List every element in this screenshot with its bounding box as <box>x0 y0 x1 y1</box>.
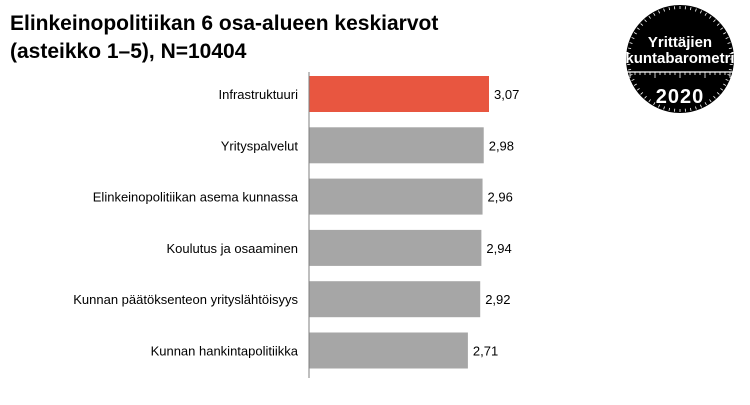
logo-ring-tick <box>728 69 732 71</box>
logo-ring-tick <box>723 32 727 35</box>
logo-badge-icon <box>626 5 734 113</box>
category-label-0: Infrastruktuuri <box>219 87 299 102</box>
logo-ring-tick <box>640 92 644 95</box>
value-label-0: 3,07 <box>494 87 519 102</box>
logo-ring-tick <box>636 27 640 30</box>
logo-ring-tick <box>716 23 720 26</box>
logo-ring-tick <box>631 37 635 40</box>
bar-1 <box>309 127 484 164</box>
chart-title-line-1: Elinkeinopolitiikan 6 osa-alueen keskiar… <box>10 12 439 35</box>
logo-ring-tick <box>644 19 647 23</box>
bar-4 <box>309 281 481 318</box>
logo-year: 2020 <box>655 86 705 108</box>
logo-ring-tick <box>658 10 661 14</box>
logo-circle <box>626 5 734 113</box>
logo-ring-tick <box>709 15 712 19</box>
logo-ring-tick <box>648 15 651 19</box>
logo-ring-tick <box>690 7 692 11</box>
value-label-5: 2,71 <box>473 344 498 359</box>
logo-ring-ticks <box>627 6 733 112</box>
logo-ring-tick <box>725 78 729 81</box>
category-label-1: Yrityspalvelut <box>221 138 299 153</box>
logo-ring-tick <box>720 88 724 91</box>
logo-ring-tick <box>629 42 633 44</box>
logo-rule-ticks <box>629 72 731 78</box>
chart-title: Elinkeinopolitiikan 6 osa-alueen keskiar… <box>10 10 570 66</box>
value-label-4: 2,92 <box>485 292 510 307</box>
logo-ring-tick <box>663 8 665 12</box>
logo-ring-tick <box>648 99 651 103</box>
category-label-4: Kunnan päätöksenteon yrityslähtöisyys <box>73 292 298 307</box>
value-label-2: 2,96 <box>488 190 513 205</box>
logo-ring-tick <box>699 10 702 14</box>
logo-ring-tick <box>713 19 716 23</box>
logo-ring-tick <box>690 107 692 111</box>
logo-ring-tick <box>668 107 670 111</box>
logo-ring-tick <box>709 99 712 103</box>
kuntabarometri-logo: Yrittäjien kuntabarometri 2020 <box>616 4 744 114</box>
logo-ring-tick <box>658 104 661 108</box>
logo-ring-tick <box>668 7 670 11</box>
logo-ring-tick <box>653 12 656 16</box>
bar-5 <box>309 332 468 369</box>
logo-ring-tick <box>633 83 637 86</box>
logo-ring-tick <box>636 88 640 91</box>
logo-ring-tick <box>653 102 656 106</box>
logo-ring-tick <box>699 104 702 108</box>
logo-ring-tick <box>628 47 632 49</box>
value-label-1: 2,98 <box>489 138 514 153</box>
logo-ring-tick <box>640 23 644 26</box>
value-label-3: 2,94 <box>486 241 511 256</box>
category-label-2: Elinkeinopolitiikan asema kunnassa <box>93 190 299 205</box>
logo-ring-tick <box>723 83 727 86</box>
logo-ring-tick <box>725 37 729 40</box>
logo-ring-tick <box>695 8 697 12</box>
logo-ring-tick <box>644 95 647 99</box>
logo-ring-tick <box>663 106 665 110</box>
logo-ring-tick <box>633 32 637 35</box>
category-label-3: Koulutus ja osaaminen <box>166 241 298 256</box>
category-label-5: Kunnan hankintapolitiikka <box>151 344 299 359</box>
logo-ring-tick <box>628 69 632 71</box>
logo-ring-tick <box>720 27 724 30</box>
logo-ring-tick <box>695 106 697 110</box>
logo-line-1: Yrittäjien <box>647 34 713 51</box>
bar-3 <box>309 229 482 266</box>
logo-ring-tick <box>728 47 732 49</box>
logo-ring-tick <box>704 102 707 106</box>
bar-2 <box>309 178 483 215</box>
logo-ring-tick <box>727 42 731 44</box>
bar-0 <box>309 76 489 112</box>
logo-ring-tick <box>704 12 707 16</box>
logo-ring-tick <box>713 95 716 99</box>
logo-line-2: kuntabarometri <box>625 50 735 67</box>
chart-title-line-2: (asteikko 1–5), N=10404 <box>10 40 247 63</box>
logo-ring-tick <box>631 78 635 81</box>
logo-ring-tick <box>716 92 720 95</box>
